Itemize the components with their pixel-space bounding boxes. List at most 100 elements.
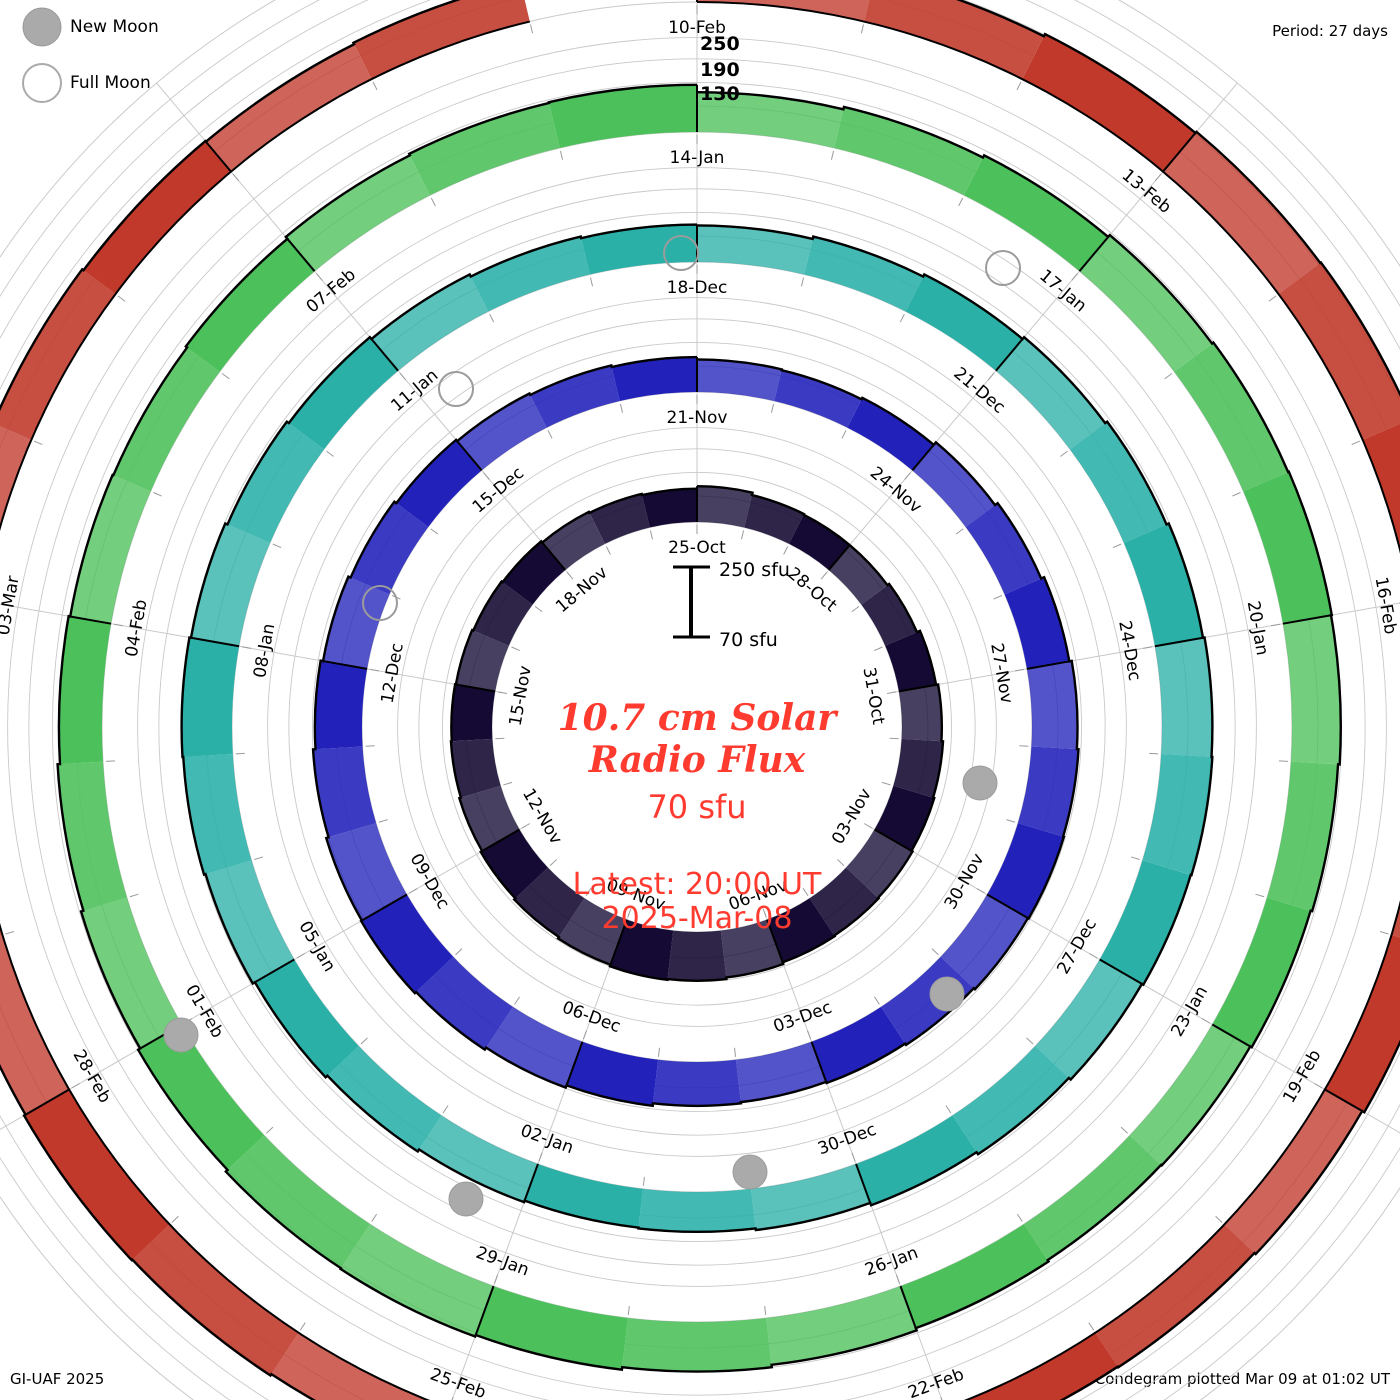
minor-tick: [316, 273, 323, 281]
flux-day-wedge: [720, 919, 784, 978]
minor-tick: [657, 1047, 660, 1057]
flux-day-wedge: [1095, 1224, 1255, 1368]
radial-tick-130: 130: [700, 83, 740, 105]
radial-tick-250: 250: [700, 33, 740, 55]
minor-tick: [899, 313, 905, 323]
day-separator: [609, 919, 628, 966]
minor-tick: [585, 887, 592, 897]
minor-tick: [1143, 646, 1153, 649]
minor-tick: [931, 948, 939, 956]
day-separator: [1026, 659, 1072, 670]
flux-day-wedge: [1099, 860, 1191, 985]
grid-spoke: [763, 911, 943, 1400]
flux-day-wedge: [966, 1332, 1118, 1400]
minor-tick: [266, 1126, 274, 1134]
new-moon-marker: [732, 1154, 768, 1190]
date-tick-label: 20-Jan: [1243, 599, 1272, 657]
grid-spoke: [890, 602, 1400, 694]
minor-tick: [627, 1305, 630, 1316]
flux-day-wedge: [181, 637, 240, 757]
flux-day-wedge: [750, 1163, 871, 1231]
plot-timestamp-label: Condegram plotted Mar 09 at 01:02 UT: [1094, 1370, 1390, 1388]
flux-day-wedge: [611, 357, 697, 402]
credit-label: GI-UAF 2025: [10, 1370, 105, 1388]
minor-tick: [605, 546, 611, 555]
minor-tick: [521, 823, 531, 829]
date-tick-label: 26-Jan: [862, 1243, 920, 1281]
minor-tick: [627, 908, 632, 917]
latest-date-label: 2025-Mar-08: [602, 901, 793, 936]
minor-tick: [1314, 1083, 1323, 1089]
minor-tick: [976, 888, 985, 894]
flux-day-wedge: [912, 442, 996, 527]
flux-day-wedge: [828, 545, 888, 605]
day-separator: [1211, 1023, 1251, 1048]
minor-tick: [442, 1105, 449, 1114]
flux-day-wedge: [1022, 34, 1196, 172]
flux-day-wedge: [609, 919, 674, 980]
minor-tick: [582, 1030, 587, 1040]
day-separator: [986, 893, 1029, 919]
flux-envelope: [180, 223, 1214, 1233]
scale-bar: 250 sfu 70 sfu: [673, 559, 790, 651]
minor-tick: [1255, 893, 1265, 898]
flux-day-wedge: [885, 630, 937, 692]
flux-day-wedge: [653, 1059, 741, 1106]
minor-tick: [296, 953, 305, 959]
minor-tick: [851, 605, 860, 613]
full-moon-marker: [362, 585, 398, 621]
minor-tick: [489, 313, 495, 323]
day-separator: [1099, 958, 1143, 985]
full-moon-marker: [663, 235, 699, 271]
day-separator: [285, 236, 316, 272]
flux-day-wedge: [548, 84, 697, 149]
full-moon-marker: [438, 371, 474, 407]
flux-day-wedge: [1224, 1089, 1363, 1255]
minor-tick: [117, 295, 126, 302]
minor-tick: [503, 781, 513, 786]
minor-tick: [1016, 1213, 1023, 1222]
flux-day-wedge: [396, 439, 482, 527]
day-separator: [898, 683, 939, 693]
minor-tick: [153, 492, 162, 497]
minor-tick: [369, 668, 379, 672]
minor-tick: [241, 646, 251, 649]
flux-day-wedge: [480, 829, 548, 899]
minor-tick: [1149, 752, 1159, 755]
minor-tick: [1271, 623, 1281, 627]
flux-day-wedge: [834, 106, 984, 196]
date-tick-label: 03-Mar: [0, 574, 24, 636]
date-tick-label: 25-Oct: [668, 538, 726, 558]
flux-day-wedge: [409, 102, 560, 196]
legend-svg: [22, 7, 62, 103]
flux-day-wedge: [353, 0, 530, 80]
minor-tick: [673, 918, 676, 928]
flux-day-wedge: [566, 1041, 659, 1106]
flux-day-wedge: [1069, 421, 1167, 543]
flux-day-wedge: [1079, 235, 1213, 372]
date-tick-label: 12-Dec: [378, 642, 408, 705]
flux-day-wedge: [361, 894, 454, 994]
flux-day-wedge: [1154, 637, 1213, 757]
minor-tick: [378, 819, 388, 823]
minor-tick: [718, 918, 721, 928]
minor-tick: [409, 888, 418, 894]
flux-day-wedge: [1142, 754, 1213, 876]
flux-day-wedge: [470, 236, 590, 312]
flux-day-wedge: [964, 155, 1109, 272]
flux-day-wedge: [766, 1286, 917, 1365]
day-separator: [370, 338, 399, 372]
minor-tick: [1112, 543, 1122, 549]
minor-tick: [874, 996, 880, 1005]
date-tick-label: 16-Feb: [1371, 575, 1400, 635]
minor-tick: [1120, 1126, 1128, 1134]
date-tick-label: 31-Oct: [858, 666, 888, 727]
flux-day-wedge: [327, 1046, 442, 1152]
minor-tick: [1071, 273, 1078, 281]
minor-tick: [820, 571, 828, 580]
flux-day-wedge: [952, 1046, 1069, 1155]
minor-tick: [802, 887, 809, 897]
flux-day-wedge: [995, 337, 1106, 450]
